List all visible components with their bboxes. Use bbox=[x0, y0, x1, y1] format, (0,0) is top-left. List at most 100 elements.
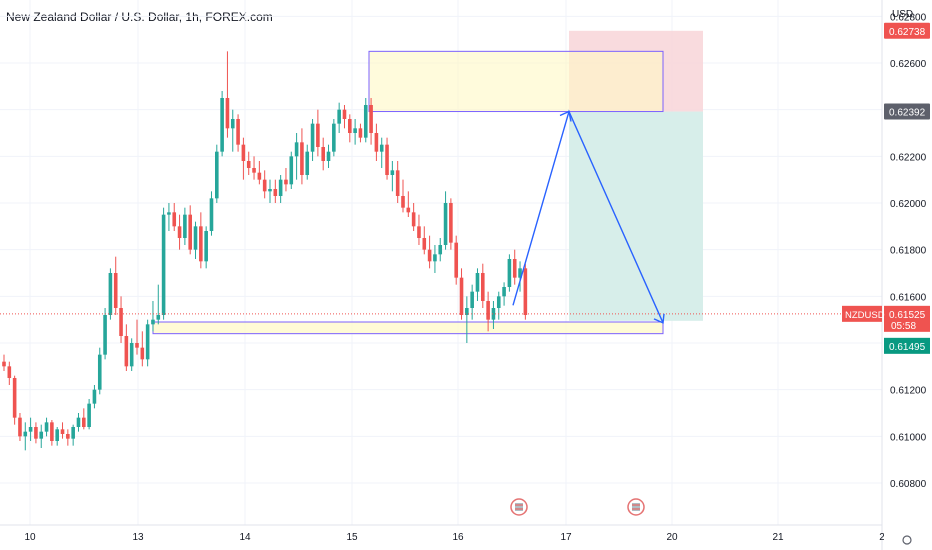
x-tick-label: 17 bbox=[560, 532, 572, 543]
y-tick-label: 0.62000 bbox=[890, 199, 927, 210]
candle-body bbox=[262, 179, 267, 192]
y-tick-label: 0.61800 bbox=[890, 246, 927, 257]
x-tick-label: 10 bbox=[24, 532, 36, 543]
candle-body bbox=[342, 109, 347, 119]
us-flag-icon bbox=[515, 503, 523, 511]
x-tick-label: 15 bbox=[346, 532, 358, 543]
candle-body bbox=[188, 214, 192, 250]
candle-body bbox=[486, 301, 490, 320]
x-tick-label: 14 bbox=[239, 532, 251, 543]
candle-body bbox=[209, 198, 214, 231]
candle-body bbox=[44, 422, 49, 432]
candle-body bbox=[113, 273, 118, 308]
symbol-tag-label: NZDUSD bbox=[845, 310, 885, 321]
candle-body bbox=[257, 172, 262, 180]
candle-body bbox=[119, 308, 123, 336]
candle-body bbox=[268, 189, 272, 192]
candle-body bbox=[300, 142, 304, 175]
candle-body bbox=[369, 105, 373, 133]
candle-body bbox=[145, 324, 150, 360]
entry-price-label: 0.62392 bbox=[889, 108, 926, 119]
current-price-badge bbox=[884, 305, 930, 332]
candle-body bbox=[183, 214, 187, 238]
current-price-label: 0.61525 bbox=[889, 310, 926, 321]
candle-body bbox=[433, 254, 437, 262]
candle-body bbox=[230, 119, 235, 129]
entry-price-badge bbox=[884, 103, 930, 120]
candle-body bbox=[172, 212, 177, 227]
candle-body bbox=[449, 203, 453, 243]
resistance-zone[interactable] bbox=[368, 50, 664, 113]
candle-body bbox=[379, 144, 384, 152]
candle-body bbox=[236, 119, 240, 145]
candle-body bbox=[199, 226, 203, 262]
chart-title: New Zealand Dollar / U.S. Dollar, 1h, FO… bbox=[6, 10, 273, 24]
candle-body bbox=[417, 226, 421, 238]
candle-body bbox=[395, 170, 400, 196]
candle-body bbox=[177, 226, 182, 238]
candle-body bbox=[502, 287, 506, 297]
candle-body bbox=[60, 429, 65, 434]
candle-body bbox=[71, 427, 75, 439]
target-price-label: 0.61495 bbox=[889, 342, 926, 353]
countdown-label: 05:58 bbox=[891, 321, 916, 332]
y-tick-label: 0.60800 bbox=[890, 479, 927, 490]
candle-body bbox=[273, 189, 278, 196]
candle-body bbox=[108, 273, 113, 315]
candle-body bbox=[252, 168, 256, 173]
candle-body bbox=[316, 123, 320, 147]
candle-body bbox=[18, 417, 22, 437]
symbol-tag-badge bbox=[842, 305, 882, 322]
candle-body bbox=[326, 151, 331, 161]
candle-body bbox=[401, 196, 405, 208]
candle-body bbox=[82, 417, 86, 427]
candle-body bbox=[470, 291, 474, 308]
candle-body bbox=[518, 268, 522, 278]
candle-body bbox=[246, 161, 251, 168]
candle-body bbox=[278, 179, 283, 196]
candle-body bbox=[66, 434, 70, 439]
candle-body bbox=[438, 245, 443, 255]
candle-body bbox=[151, 319, 155, 325]
candle-body bbox=[167, 212, 171, 215]
candle-body bbox=[161, 214, 166, 315]
candle-body bbox=[55, 429, 59, 441]
take-profit-zone bbox=[569, 111, 703, 321]
candle-body bbox=[337, 109, 341, 124]
candle-body bbox=[97, 354, 102, 390]
candle-body bbox=[390, 170, 395, 175]
arrow-head-up bbox=[559, 110, 572, 122]
y-tick-label: 0.62200 bbox=[890, 152, 927, 163]
candle-body bbox=[363, 105, 368, 138]
x-tick-label: 21 bbox=[772, 532, 784, 543]
stop-price-badge bbox=[884, 22, 930, 39]
x-tick-label: 16 bbox=[452, 532, 464, 543]
candle-body bbox=[411, 212, 416, 227]
axis-corner bbox=[884, 530, 930, 550]
settings-icon[interactable] bbox=[902, 535, 912, 545]
candle-body bbox=[353, 128, 357, 133]
candle-body bbox=[507, 259, 512, 287]
target-price-badge bbox=[884, 337, 930, 354]
candle-body bbox=[129, 343, 134, 367]
candle-body bbox=[385, 144, 389, 175]
candle-body bbox=[454, 242, 458, 278]
axis-currency-label: USD bbox=[892, 9, 913, 20]
candle-body bbox=[215, 151, 219, 199]
candle-body bbox=[220, 98, 224, 152]
candle-body bbox=[2, 361, 6, 367]
candle-body bbox=[305, 151, 310, 175]
candle-body bbox=[193, 226, 198, 250]
candle-body bbox=[427, 249, 432, 262]
candle-body bbox=[50, 422, 54, 441]
y-tick-label: 0.62600 bbox=[890, 59, 927, 70]
x-tick-label: 13 bbox=[132, 532, 144, 543]
candle-body bbox=[512, 259, 517, 278]
candle-body bbox=[241, 144, 246, 161]
support-zone[interactable] bbox=[152, 321, 664, 335]
candle-body bbox=[34, 427, 38, 439]
x-tick-label: 2 bbox=[879, 532, 885, 543]
candle-body bbox=[422, 238, 427, 250]
candle-body bbox=[204, 231, 208, 262]
